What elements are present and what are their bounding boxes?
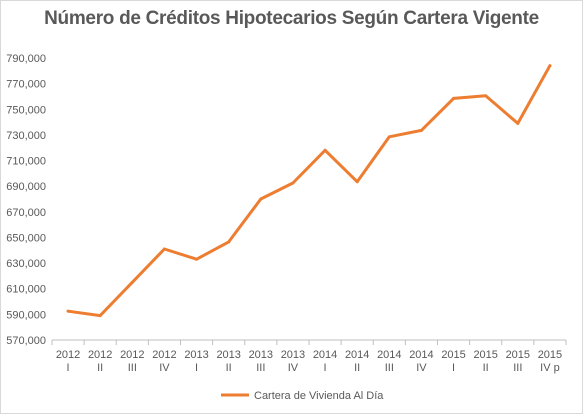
x-tick-label: 2013 I — [184, 349, 208, 374]
y-tick-label: 630,000 — [6, 258, 46, 270]
x-tick-label: 2012 II — [88, 349, 112, 374]
y-axis-ticks: 790,000 770,000 750,000 730,000 710,000 690,0… — [6, 53, 46, 347]
x-tick-label: 2015 I — [441, 349, 465, 374]
x-tick-label: 2015 II — [473, 349, 497, 374]
series-lines — [66, 64, 552, 318]
data-point — [516, 121, 520, 125]
x-tick-label: 2012 IV — [152, 349, 176, 374]
data-point — [162, 247, 166, 251]
y-tick-label: 730,000 — [6, 130, 46, 142]
x-tick-label: 2013 II — [216, 349, 240, 374]
data-point — [291, 181, 295, 185]
data-point — [419, 128, 423, 132]
data-point — [66, 309, 70, 313]
data-point — [259, 197, 263, 201]
legend: Cartera de Vivienda Al Día — [221, 390, 384, 402]
series-line — [66, 64, 552, 318]
data-point — [452, 96, 456, 100]
y-tick-label: 670,000 — [6, 207, 46, 219]
y-tick-label: 610,000 — [6, 284, 46, 296]
y-tick-label: 650,000 — [6, 232, 46, 244]
data-point — [98, 314, 102, 318]
legend-label: Cartera de Vivienda Al Día — [254, 390, 384, 402]
x-tick-label: 2015 IV p — [538, 349, 562, 374]
x-tick-label: 2012 I — [56, 349, 80, 374]
data-point — [387, 135, 391, 139]
data-point — [355, 180, 359, 184]
y-tick-label: 570,000 — [6, 335, 46, 347]
y-tick-label: 770,000 — [6, 79, 46, 91]
x-tick-label: 2014 II — [345, 349, 369, 374]
data-point — [484, 94, 488, 98]
y-tick-label: 590,000 — [6, 309, 46, 321]
x-tick-label: 2013 III — [249, 349, 273, 374]
x-tick-label: 2013 IV — [281, 349, 305, 374]
chart-title: Número de Créditos Hipotecarios Según Ca… — [44, 8, 539, 29]
x-tick-label: 2012 III — [120, 349, 144, 374]
y-tick-label: 710,000 — [6, 156, 46, 168]
data-point — [195, 257, 199, 261]
y-tick-label: 790,000 — [6, 53, 46, 65]
y-tick-label: 750,000 — [6, 104, 46, 116]
y-tick-label: 690,000 — [6, 181, 46, 193]
x-axis-ticks: 2012 I 2012 II 2012 III 2012 IV 2013 I 2013 II 2013 I… — [51, 340, 567, 374]
data-point — [548, 64, 552, 68]
x-tick-label: 2014 IV — [409, 349, 433, 374]
x-tick-label: 2014 I — [313, 349, 337, 374]
data-point — [323, 148, 327, 152]
x-tick-label: 2015 III — [506, 349, 530, 374]
data-point — [130, 280, 134, 284]
data-point — [227, 240, 231, 244]
x-tick-label: 2014 III — [377, 349, 401, 374]
